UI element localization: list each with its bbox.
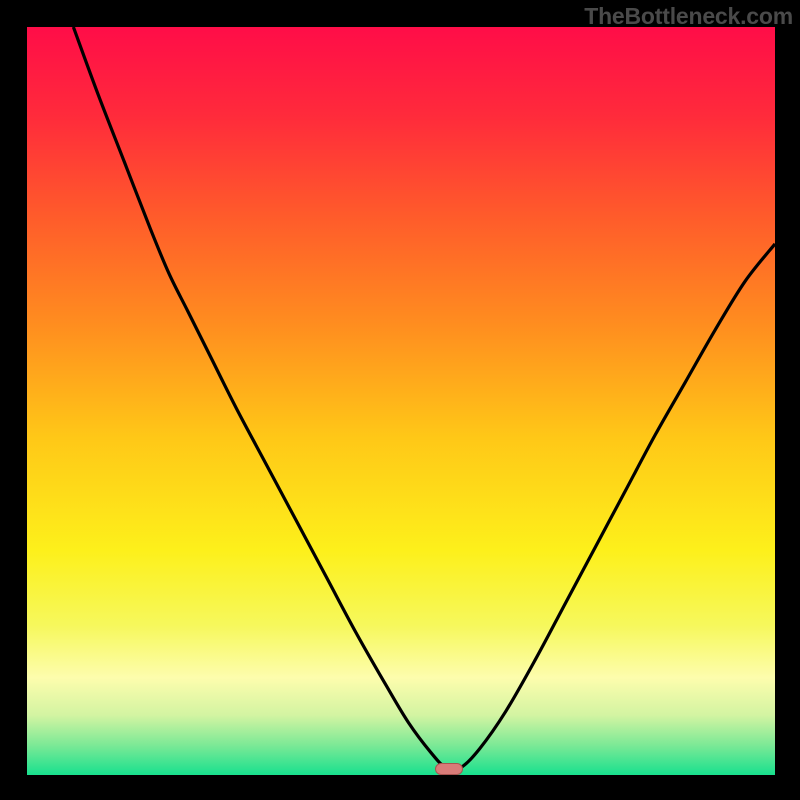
plot-area — [27, 27, 775, 775]
chart-container: TheBottleneck.com — [0, 0, 800, 800]
optimal-point-marker — [435, 763, 463, 776]
watermark-text: TheBottleneck.com — [584, 3, 793, 30]
bottleneck-curve — [73, 27, 775, 770]
curve-layer — [27, 27, 775, 775]
